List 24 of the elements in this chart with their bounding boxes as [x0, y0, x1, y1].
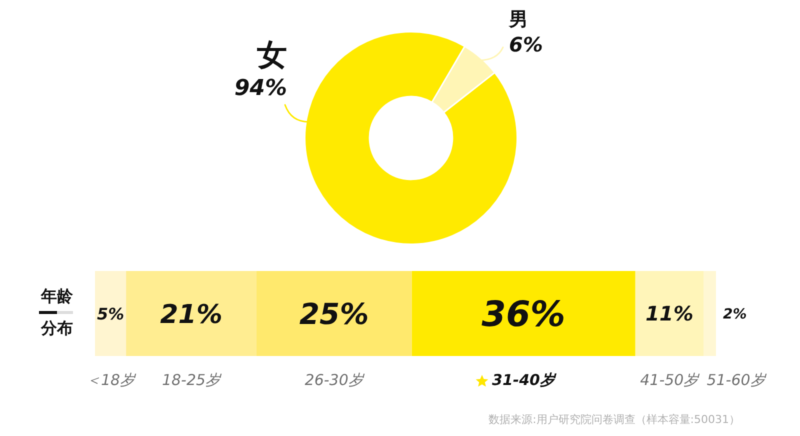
bar — [126, 271, 256, 356]
y-tick-label: 年龄分布 — [40, 286, 74, 338]
bar — [95, 271, 126, 356]
data-label: 2% — [723, 306, 747, 323]
bar — [635, 271, 704, 356]
series-label: 18-25岁 — [162, 370, 223, 389]
series-label: 41-50岁 — [640, 370, 701, 389]
data-label: 11% — [645, 302, 694, 326]
bar — [412, 271, 636, 356]
slice-label: 女 — [256, 38, 288, 73]
series-label: ＜18岁 — [86, 370, 138, 389]
data-label: 6% — [509, 32, 543, 56]
data-label: 94% — [234, 76, 288, 101]
data-label: 5% — [96, 304, 124, 324]
series-label: 26-30岁 — [304, 370, 366, 389]
legend-label: 31-40岁 — [492, 370, 557, 389]
data-label: 36% — [482, 295, 566, 336]
slice-label: 男 — [508, 8, 528, 30]
series-label: 51-60岁 — [706, 370, 768, 389]
source-note: 数据来源:用户研究院问卷调查（样本容量:50031） — [488, 412, 740, 427]
data-label: 21% — [160, 300, 222, 330]
data-label: 25% — [299, 296, 369, 331]
bar — [256, 271, 412, 356]
bar — [704, 271, 716, 356]
